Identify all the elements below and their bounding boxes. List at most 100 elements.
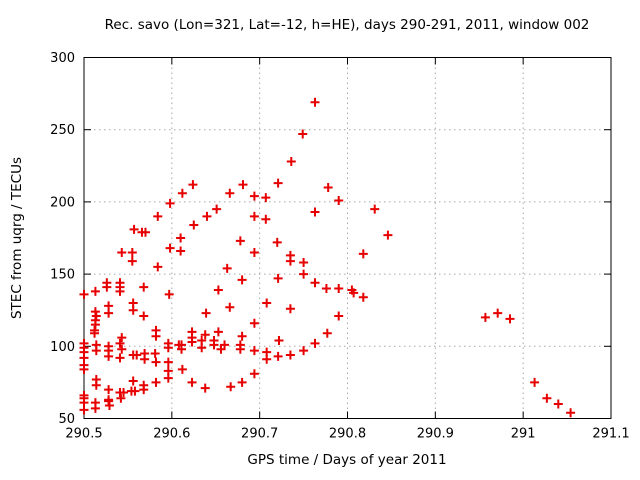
data-point-marker [104, 385, 114, 395]
data-point-marker [127, 247, 137, 257]
data-point-marker [530, 377, 540, 387]
data-point-marker [177, 364, 187, 374]
data-point-marker [102, 282, 112, 292]
data-point-marker [226, 382, 236, 392]
data-point-marker [127, 256, 137, 266]
data-point-marker [176, 246, 186, 256]
data-point-marker [140, 227, 150, 237]
data-point-marker [165, 198, 175, 208]
data-point-marker [212, 204, 222, 214]
y-tick-label: 300 [50, 51, 75, 66]
data-point-marker [165, 243, 175, 253]
data-point-marker [117, 333, 127, 343]
data-point-marker [176, 233, 186, 243]
data-point-marker [164, 289, 174, 299]
data-point-marker [249, 318, 259, 328]
data-point-marker [505, 314, 515, 324]
data-point-marker [225, 188, 235, 198]
x-tick-label: 290.8 [329, 427, 366, 442]
data-point-marker [79, 289, 89, 299]
data-point-marker [128, 305, 138, 315]
x-tick-label: 291.1 [592, 427, 629, 442]
x-tick-label: 290.6 [153, 427, 190, 442]
data-point-marker [542, 393, 552, 403]
data-point-marker [383, 230, 393, 240]
data-point-marker [286, 156, 296, 166]
data-point-marker [566, 408, 576, 418]
y-axis-label: STEC from uqrg / TECUs [9, 156, 25, 320]
data-point-marker [235, 236, 245, 246]
data-point-marker [237, 331, 247, 341]
data-point-marker [200, 383, 210, 393]
data-point-marker [285, 256, 295, 266]
data-point-marker [139, 385, 149, 395]
data-point-marker [310, 278, 320, 288]
data-point-marker [151, 331, 161, 341]
data-point-marker [90, 286, 100, 296]
data-point-marker [91, 346, 101, 356]
data-point-marker [200, 330, 210, 340]
x-tick-label: 290.9 [417, 427, 454, 442]
y-tick-label: 200 [50, 195, 75, 210]
data-point-marker [115, 338, 125, 348]
data-point-marker [480, 312, 490, 322]
data-point-marker [261, 214, 271, 224]
data-point-marker [262, 298, 272, 308]
data-point-marker [349, 288, 359, 298]
data-point-marker [132, 350, 142, 360]
x-axis-label: GPS time / Days of year 2011 [247, 452, 447, 468]
data-point-marker [273, 178, 283, 188]
data-point-marker [299, 269, 309, 279]
data-point-marker [213, 285, 223, 295]
data-point-marker [129, 224, 139, 234]
data-point-marker [104, 351, 114, 361]
data-point-marker [188, 180, 198, 190]
x-tick-label: 291 [511, 427, 536, 442]
y-tick-label: 250 [50, 123, 75, 138]
data-point-marker [163, 373, 173, 383]
data-point-marker [322, 328, 332, 338]
data-point-marker [128, 376, 138, 386]
data-point-marker [299, 258, 309, 268]
data-point-marker [176, 344, 186, 354]
data-point-marker [213, 327, 223, 337]
data-point-marker [202, 211, 212, 221]
data-point-marker [140, 354, 150, 364]
data-point-marker [104, 308, 114, 318]
data-point-marker [237, 377, 247, 387]
data-point-marker [334, 195, 344, 205]
data-point-marker [310, 97, 320, 107]
data-point-marker [209, 340, 219, 350]
data-point-marker [272, 237, 282, 247]
data-point-marker [285, 304, 295, 314]
data-point-marker [262, 354, 272, 364]
data-point-marker [177, 188, 187, 198]
chart-title: Rec. savo (Lon=321, Lat=-12, h=HE), days… [104, 17, 590, 33]
data-point-marker [117, 344, 127, 354]
data-point-marker [151, 357, 161, 367]
data-point-marker [79, 405, 89, 415]
data-point-marker [274, 336, 284, 346]
data-point-marker [139, 311, 149, 321]
data-point-marker [119, 388, 129, 398]
data-point-marker [249, 247, 259, 257]
data-point-marker [79, 364, 89, 374]
y-tick-label: 100 [50, 340, 75, 355]
data-point-marker [115, 286, 125, 296]
data-point-marker [273, 273, 283, 283]
x-tick-label: 290.5 [65, 427, 102, 442]
data-point-marker [90, 328, 100, 338]
data-point-marker [553, 399, 563, 409]
data-point-marker [117, 247, 127, 257]
data-point-marker [197, 343, 207, 353]
data-point-marker [139, 282, 149, 292]
data-point-marker [104, 401, 114, 411]
data-point-marker [249, 191, 259, 201]
data-point-marker [299, 346, 309, 356]
data-point-marker [150, 349, 160, 359]
data-point-marker [249, 211, 259, 221]
data-point-marker [187, 337, 197, 347]
data-point-marker [358, 292, 368, 302]
